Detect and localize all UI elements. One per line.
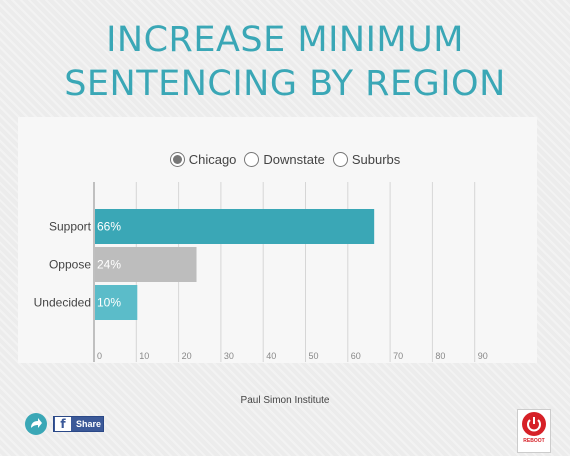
x-tick-label: 30 bbox=[224, 351, 234, 361]
radio-circle-icon[interactable] bbox=[244, 151, 260, 167]
x-tick-label: 10 bbox=[139, 351, 149, 361]
x-tick-label: 90 bbox=[478, 351, 488, 361]
power-icon bbox=[522, 412, 546, 436]
region-selector: Chicago Downstate Suburbs bbox=[0, 148, 570, 170]
chart-title-line-2: SENTENCING BY REGION bbox=[64, 64, 506, 104]
chart-title: INCREASE MINIMUM SENTENCING BY REGION bbox=[0, 18, 570, 106]
x-tick-label: 0 bbox=[97, 351, 102, 361]
region-radio-chicago[interactable]: Chicago bbox=[169, 151, 237, 167]
x-tick-label: 50 bbox=[309, 351, 319, 361]
x-tick-label: 20 bbox=[182, 351, 192, 361]
source-credit: Paul Simon Institute bbox=[240, 395, 330, 406]
region-label: Downstate bbox=[263, 151, 325, 167]
radio-circle-icon[interactable] bbox=[332, 151, 348, 167]
share-label: Share bbox=[76, 419, 102, 429]
data-label: 10% bbox=[97, 296, 121, 310]
share-arrow-icon[interactable] bbox=[25, 413, 47, 435]
region-label: Chicago bbox=[188, 151, 237, 167]
bar-oppose bbox=[95, 247, 197, 282]
reboot-logo-icon[interactable]: REBOOT bbox=[517, 409, 551, 453]
category-label: Oppose bbox=[49, 258, 91, 272]
category-label: Support bbox=[49, 220, 92, 234]
x-tick-label: 70 bbox=[393, 351, 403, 361]
region-radio-downstate[interactable]: Downstate bbox=[244, 151, 325, 167]
x-tick-label: 40 bbox=[266, 351, 276, 361]
bar-support bbox=[95, 209, 375, 244]
facebook-share-button[interactable]: f Share bbox=[53, 416, 104, 432]
x-tick-label: 60 bbox=[351, 351, 361, 361]
region-label: Suburbs bbox=[351, 151, 401, 167]
x-tick-label: 80 bbox=[435, 351, 445, 361]
category-label: Undecided bbox=[34, 296, 91, 310]
logo-text: REBOOT bbox=[523, 438, 545, 444]
bar-undecided bbox=[95, 285, 138, 320]
chart-title-line-1: INCREASE MINIMUM bbox=[106, 20, 464, 60]
data-label: 24% bbox=[97, 258, 121, 272]
data-label: 66% bbox=[97, 220, 121, 234]
radio-circle-icon[interactable] bbox=[169, 151, 185, 167]
region-radio-suburbs[interactable]: Suburbs bbox=[332, 151, 401, 167]
facebook-icon: f bbox=[55, 417, 71, 431]
